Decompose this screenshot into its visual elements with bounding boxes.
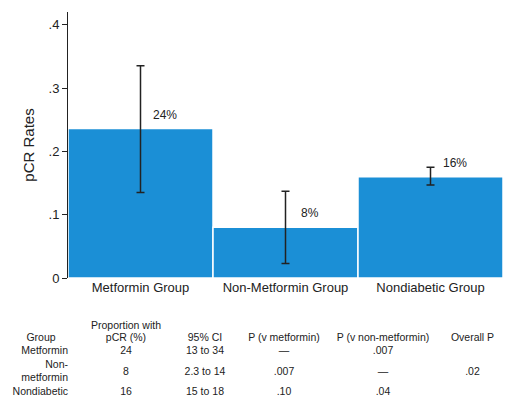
html-text:.02: .02 (465, 364, 480, 377)
html-text:15 to 18: 15 to 18 (186, 385, 224, 397)
svg-text:Metformin Group: Metformin Group (92, 280, 190, 295)
html-text:8: 8 (123, 364, 129, 377)
html-text:13 to 34: 13 to 34 (186, 344, 224, 357)
html-text:Non-metformin: Non-metformin (21, 357, 68, 384)
svg-text:pCR Rates: pCR Rates (20, 108, 37, 181)
svg-text:.4: .4 (49, 17, 60, 32)
svg-text:.3: .3 (49, 81, 60, 96)
html-text:.007: .007 (273, 364, 295, 377)
html-text:2.3 to 14: 2.3 to 14 (184, 364, 226, 377)
html-text:Nondiabetic: Nondiabetic (12, 385, 68, 397)
svg-text:0: 0 (52, 271, 59, 286)
html-text:.007: .007 (372, 344, 394, 357)
svg-text:16%: 16% (443, 156, 467, 170)
html-text:Proportion with pCR (%): Proportion with pCR (%) (91, 319, 161, 344)
html-text:.10: .10 (276, 385, 292, 397)
svg-text:24%: 24% (153, 108, 177, 122)
svg-text:Nondiabetic Group: Nondiabetic Group (376, 280, 484, 295)
svg-text:8%: 8% (301, 206, 319, 220)
html-text:Group: Group (26, 331, 56, 344)
html-text:Overall P: Overall P (450, 331, 495, 344)
html-text:95% CI: 95% CI (187, 331, 223, 344)
html-text:16: 16 (120, 385, 132, 397)
html-text:P (v non-metformin): P (v non-metformin) (336, 331, 430, 344)
svg-text:.2: .2 (49, 144, 60, 159)
svg-text:Non-Metformin Group: Non-Metformin Group (223, 280, 349, 295)
svg-text:.1: .1 (49, 207, 60, 222)
html-text:24: 24 (120, 344, 132, 357)
html-text:Metformin: Metformin (21, 344, 68, 357)
html-text:P (v metformin): P (v metformin) (248, 331, 320, 344)
html-text:.04: .04 (375, 385, 391, 397)
